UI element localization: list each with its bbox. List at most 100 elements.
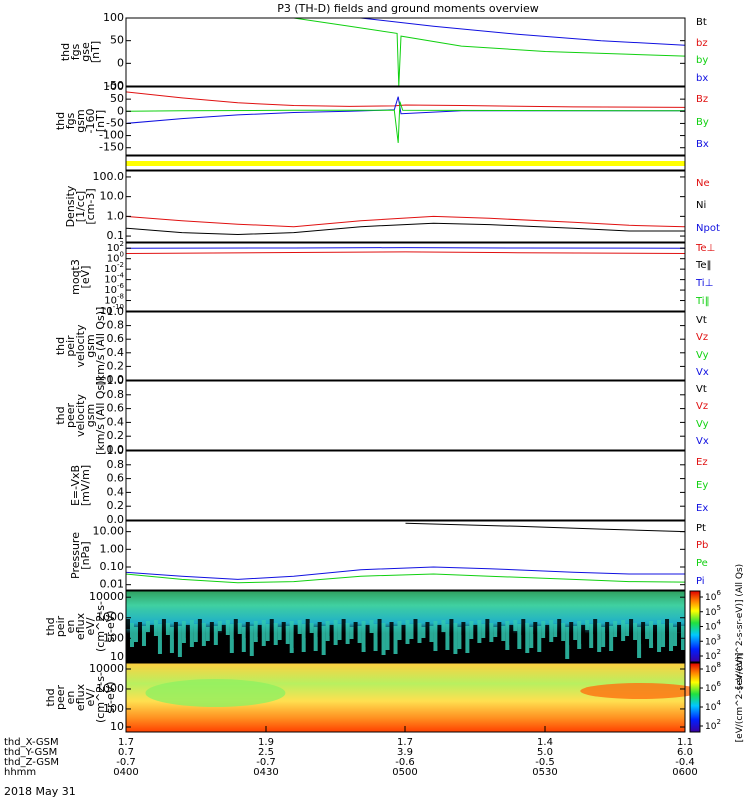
legend-entry-Ti‖: Ti‖ [695,296,710,307]
y-axis-label: thd [44,688,57,706]
spectrogram-noise [337,624,342,640]
y-axis-label: thd [54,406,67,424]
legend-entry-Te⊥: Te⊥ [695,243,715,254]
spectrogram-noise [313,627,318,651]
spectrogram-noise [369,620,374,633]
spectrogram-noise [141,626,146,646]
panel-frame [125,17,686,87]
spectrogram-noise [421,627,426,638]
panel-peer_eflux: 10000 1000 100 10 thdpeerenefluxeV/(cm^2-s-s… [44,662,701,733]
spectrogram-noise [301,624,306,652]
y-axis-label: sr-eV) [104,681,117,713]
series-line-Te⊥ [125,251,686,254]
spectrogram-noise [545,625,550,656]
panel-frame [125,86,686,156]
spectrogram-noise [521,619,526,635]
legend-entry-by: by [696,55,708,66]
y-axis-label: [km/s (All Qs)] [94,376,107,455]
y-tick-label: 10.0 [100,190,125,203]
x-tick-label: 1.4 [537,737,553,748]
y-axis-label: fgs [64,112,77,129]
legend-entry-Ti⊥: Ti⊥ [695,278,713,289]
spectrogram-noise [609,626,614,651]
y-tick-label: 100 [103,80,124,93]
panel-peir_eflux: 10000 1000 100 10 thdpeirenefluxeV/(cm^2-s-s… [44,590,686,663]
legend-entry-Ez: Ez [696,457,708,468]
spectrogram-noise [265,624,270,641]
spectrogram-noise [489,623,494,642]
legend-entry-Ex: Ex [696,503,708,514]
spectrogram-noise [389,622,394,636]
spectrogram-noise [649,621,654,648]
colorbar-tick-label: 102 [705,648,721,662]
spectrogram-noise [641,622,646,644]
spectrogram-noise [557,619,562,646]
legend-entry-Vt: Vt [696,384,707,395]
series-line-bx [360,17,686,46]
spectrogram-noise [441,620,446,632]
spectrogram-noise [505,621,510,650]
spectrogram-noise [273,623,278,645]
y-tick-label: 0 [117,104,124,117]
legend-entry-By: By [696,117,709,128]
spectrogram-noise [317,622,322,637]
y-axis-label: [cm-3] [84,188,97,224]
y-axis-label: Density [64,185,77,227]
y-axis-label: sr-eV) [104,610,117,642]
y-tick-label: 0.01 [100,578,125,591]
chart-title: P3 (TH-D) fields and ground moments over… [277,2,539,15]
spectrogram-noise [289,621,294,653]
spectrogram-noise [149,625,154,650]
spectrogram-noise [253,621,258,642]
y-tick-label: 0.8 [107,319,125,332]
spectrogram-noise [213,626,218,645]
x-tick-label: 0400 [113,767,138,778]
spectrogram-noise [361,621,366,652]
spectrogram-noise [573,626,578,640]
spectrogram-noise [581,625,586,644]
spectrogram-noise [137,622,142,651]
x-tick-label: -0.6 [395,757,415,768]
spectrogram-noise [365,625,370,647]
x-tick-label: 0600 [672,767,697,778]
legend-entry-Bt: Bt [696,17,707,28]
spectrogram-noise [353,622,358,648]
y-tick-label: 100.0 [93,170,125,183]
colorbar-tick-label: 104 [705,699,721,713]
spectrogram-noise [297,620,302,634]
spectrogram-noise [621,620,626,641]
y-tick-label: 10-8 [104,293,124,307]
spectrogram-noise [201,623,206,646]
spectrogram-noise [185,625,190,638]
spectrogram-noise [425,622,430,647]
y-tick-label: 100 [103,702,124,715]
y-axis-label: en [64,620,77,634]
spectrogram-noise [221,625,226,649]
y-tick-label: 10-4 [104,272,124,286]
spectrogram-noise [433,621,438,651]
spectrogram-noise [345,623,350,644]
spectrogram-noise [381,623,386,655]
spectrogram-noise [585,620,590,630]
spectrogram-noise [553,624,558,637]
spectrogram-noise [209,622,214,650]
y-tick-label: -50 [106,79,124,92]
spectrogram-noise [245,622,250,638]
y-tick-label: 0.0 [107,373,125,386]
x-tick-label: 1.1 [677,737,693,748]
x-tick-label: -0.7 [256,757,276,768]
y-tick-label: 100 [107,251,124,265]
panel-peir_velocity: 1.00.80.60.40.20.0thdpeirvelocitygsm[km/… [54,305,709,386]
spectrogram-noise [509,625,514,645]
spectrogram-noise [457,627,462,649]
spectrogram-noise [537,626,542,652]
y-tick-label: 10-2 [104,261,124,275]
y-tick-label: 0.6 [107,472,125,485]
y-axis-label: peer [54,685,67,711]
legend-entry-Vy: Vy [696,419,709,430]
spectrogram-noise [385,627,390,650]
y-axis-label: eflux [74,683,87,711]
spectrogram-noise [257,625,262,637]
